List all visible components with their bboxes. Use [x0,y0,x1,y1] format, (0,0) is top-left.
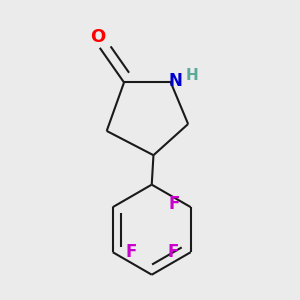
Text: O: O [90,28,106,46]
Text: F: F [167,243,178,261]
Text: F: F [125,243,136,261]
Text: N: N [168,72,182,90]
Text: F: F [168,195,180,213]
Text: H: H [185,68,198,83]
